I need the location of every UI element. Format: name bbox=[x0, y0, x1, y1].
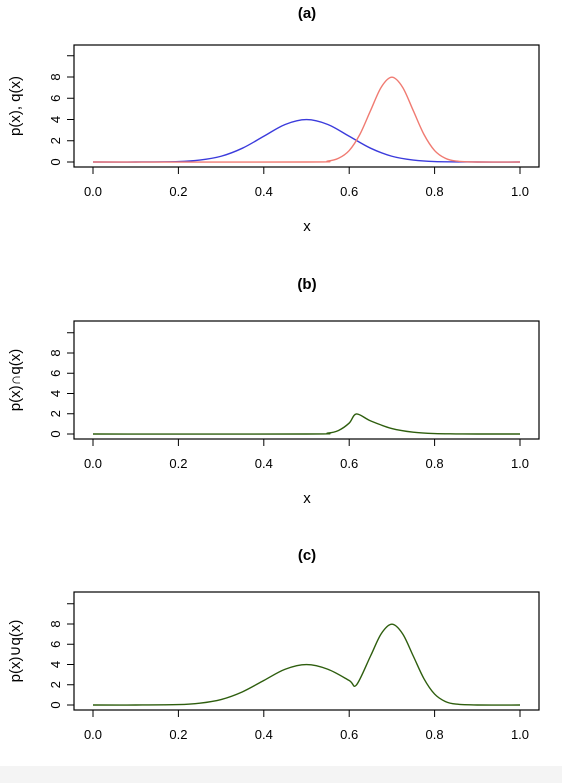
series-line-2 bbox=[92, 76, 521, 163]
y-tick-label: 0 bbox=[48, 701, 63, 708]
y-tick-label: 6 bbox=[48, 641, 63, 648]
plot-frame bbox=[73, 44, 540, 168]
x-tick-label: 0.8 bbox=[426, 456, 444, 471]
x-tick-label: 1.0 bbox=[511, 727, 529, 742]
chart-title: (b) bbox=[297, 276, 316, 293]
y-tick-label: 0 bbox=[48, 158, 63, 165]
series-line-1 bbox=[92, 413, 521, 435]
plot-frame bbox=[73, 320, 540, 440]
y-tick-label: 6 bbox=[48, 370, 63, 377]
y-axis-label: p(x)∩q(x) bbox=[7, 349, 24, 411]
y-tick-label: 8 bbox=[48, 349, 63, 356]
x-tick-label: 0.2 bbox=[169, 456, 187, 471]
x-axis-label: x bbox=[303, 490, 311, 507]
x-tick-label: 0.4 bbox=[255, 727, 273, 742]
chart-panel-1: (a) 0.0 0.2 0.4 0.6 0.8 1.0 x 0 2 4 6 8 p(x), q(x) bbox=[7, 5, 540, 235]
y-tick-label: 4 bbox=[48, 390, 63, 397]
chart-panel-3: (c) 0.0 0.2 0.4 0.6 0.8 1.0 x 0 2 4 6 8 p(x)∪q(x) bbox=[7, 547, 540, 766]
y-tick-label: 2 bbox=[48, 681, 63, 688]
y-axis-label: p(x)∪q(x) bbox=[7, 620, 24, 683]
x-tick-label: 0.6 bbox=[340, 184, 358, 199]
series-line-1 bbox=[92, 623, 521, 706]
x-tick-label: 0.4 bbox=[255, 456, 273, 471]
x-tick-label: 0.2 bbox=[169, 184, 187, 199]
x-tick-label: 0.0 bbox=[84, 184, 102, 199]
series-line-1 bbox=[92, 118, 521, 163]
x-tick-label: 1.0 bbox=[511, 456, 529, 471]
y-tick-label: 8 bbox=[48, 73, 63, 80]
plot-frame bbox=[73, 591, 540, 711]
bottom-strip bbox=[0, 766, 562, 783]
y-tick-label: 4 bbox=[48, 661, 63, 668]
x-tick-label: 0.8 bbox=[426, 184, 444, 199]
y-tick-label: 4 bbox=[48, 116, 63, 123]
x-tick-label: 0.6 bbox=[340, 456, 358, 471]
chart-title: (a) bbox=[298, 5, 316, 22]
x-tick-label: 0.0 bbox=[84, 727, 102, 742]
x-tick-label: 0.6 bbox=[340, 727, 358, 742]
y-tick-label: 2 bbox=[48, 137, 63, 144]
x-tick-label: 0.4 bbox=[255, 184, 273, 199]
chart-title: (c) bbox=[298, 547, 316, 564]
y-tick-label: 0 bbox=[48, 430, 63, 437]
y-tick-label: 8 bbox=[48, 620, 63, 627]
y-tick-label: 2 bbox=[48, 410, 63, 417]
x-axis-label: x bbox=[303, 218, 311, 235]
x-tick-label: 0.0 bbox=[84, 456, 102, 471]
x-tick-label: 0.2 bbox=[169, 727, 187, 742]
figure: (a) 0.0 0.2 0.4 0.6 0.8 1.0 x 0 2 4 6 8 p(x), q(x) (b)… bbox=[7, 5, 540, 766]
x-tick-label: 1.0 bbox=[511, 184, 529, 199]
y-axis-label: p(x), q(x) bbox=[7, 76, 24, 136]
x-tick-label: 0.8 bbox=[426, 727, 444, 742]
y-tick-label: 6 bbox=[48, 95, 63, 102]
chart-panel-2: (b) 0.0 0.2 0.4 0.6 0.8 1.0 x 0 2 4 6 8 p(x)∩q(x) bbox=[7, 276, 540, 507]
x-axis-label: x bbox=[303, 761, 311, 766]
